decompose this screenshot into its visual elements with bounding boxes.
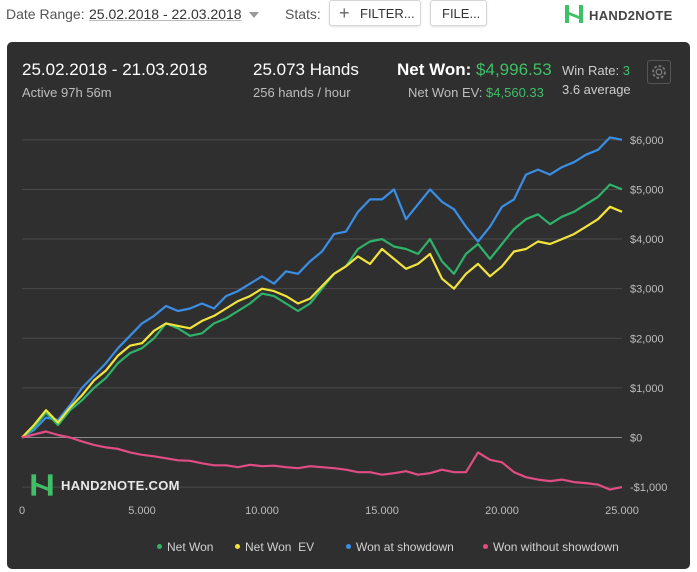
x-tick-label: 20.000	[485, 505, 519, 517]
legend-dot-icon	[346, 544, 351, 550]
legend-item[interactable]: Won without showdown	[483, 540, 619, 554]
top-toolbar: Date Range: 25.02.2018 - 22.03.2018 Stat…	[0, 0, 697, 30]
plus-icon: +	[339, 3, 350, 23]
legend-item[interactable]: Won at showdown	[346, 540, 454, 554]
file-button[interactable]: FILE...	[430, 0, 487, 26]
logo-text: HAND2NOTE	[589, 8, 673, 23]
filter-button-label: FILTER...	[360, 6, 415, 21]
gear-icon	[652, 65, 666, 79]
y-tick-label: $1,000	[630, 383, 664, 395]
legend-label: Won without showdown	[493, 540, 619, 554]
legend-item[interactable]: Net Won EV	[235, 540, 314, 554]
hands-count: 25.073 Hands	[253, 60, 359, 79]
chart-grid	[22, 139, 622, 488]
series-line-net-won-ev	[21, 205, 623, 439]
hand2note-logo-icon	[565, 5, 583, 23]
y-tick-label: $5,000	[630, 184, 664, 196]
win-rate-value: 3	[622, 63, 630, 78]
y-tick-label: $2,000	[630, 333, 664, 345]
legend-dot-icon	[235, 544, 240, 550]
date-range-label: Date Range:	[6, 6, 85, 22]
period-title: 25.02.2018 - 21.03.2018	[22, 60, 208, 79]
y-tick-label: -$1,000	[630, 482, 667, 494]
line-chart: -$1,000 $0 $1,000 $2,000 $3,000 $4,000 $5,000 $…	[19, 135, 667, 517]
legend-dot-icon	[483, 544, 488, 550]
net-won-value: $4,996.53	[476, 60, 552, 79]
settings-button[interactable]	[647, 60, 671, 84]
legend-label: Won at showdown	[356, 540, 454, 554]
legend-item[interactable]: Net Won	[157, 540, 213, 554]
x-tick-label: 10.000	[245, 505, 279, 517]
stats-label: Stats:	[285, 6, 321, 22]
net-won-label: Net Won:	[397, 60, 472, 79]
filter-button[interactable]: + FILTER...	[329, 0, 421, 26]
y-tick-label: $0	[630, 432, 642, 444]
x-axis-labels: 0 5.000 10.000 15.000 20.000 25.000	[19, 505, 639, 517]
win-rate-label: Win Rate:	[562, 63, 620, 78]
hand2note-watermark-icon	[31, 474, 53, 496]
net-won-ev-label: Net Won EV:	[408, 85, 483, 100]
y-axis-labels: -$1,000 $0 $1,000 $2,000 $3,000 $4,000 $5,000 $…	[630, 135, 667, 494]
x-tick-label: 0	[19, 505, 25, 517]
graph-panel: 25.02.2018 - 21.03.2018 Active 97h 56m 2…	[7, 42, 690, 569]
legend-label: Net Won EV	[245, 540, 315, 554]
hands-rate: 256 hands / hour	[253, 85, 351, 100]
win-rate-sub: 3.6 average	[562, 82, 631, 97]
x-tick-label: 15.000	[365, 505, 399, 517]
y-tick-label: $6,000	[630, 135, 664, 147]
chart-series	[21, 136, 623, 491]
legend-dot-icon	[157, 544, 162, 550]
series-line-net-won	[21, 183, 623, 439]
hand2note-logo: HAND2NOTE	[563, 3, 693, 27]
x-tick-label: 25.000	[605, 505, 639, 517]
chevron-down-icon[interactable]	[249, 12, 259, 18]
watermark-text: HAND2NOTE.COM	[61, 478, 180, 493]
net-won-ev-value: $4,560.33	[486, 85, 544, 100]
y-tick-label: $3,000	[630, 284, 664, 296]
x-tick-label: 5.000	[128, 505, 156, 517]
series-line-won-without-showdown	[21, 430, 623, 491]
legend-label: Net Won	[167, 540, 214, 554]
active-time: Active 97h 56m	[22, 85, 112, 100]
file-button-label: FILE...	[442, 6, 481, 21]
series-line-won-at-showdown	[21, 136, 623, 439]
date-range-dropdown[interactable]: 25.02.2018 - 22.03.2018	[89, 6, 242, 22]
y-tick-label: $4,000	[630, 234, 664, 246]
